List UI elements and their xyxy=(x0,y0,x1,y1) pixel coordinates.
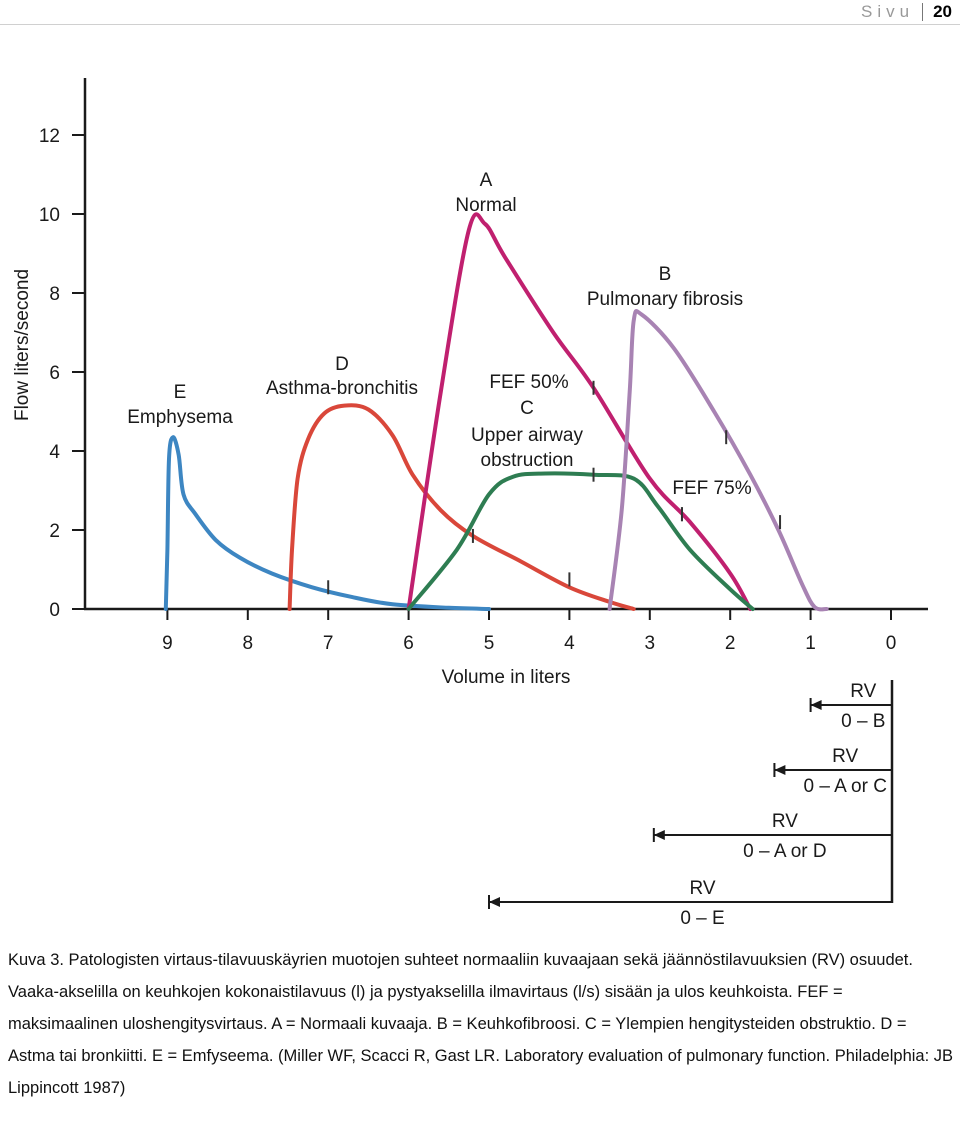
series-label-b: B xyxy=(659,264,672,285)
x-tick-label: 6 xyxy=(403,633,414,654)
series-line-b xyxy=(607,309,829,612)
rv-label: RV xyxy=(832,746,858,767)
x-tick-label: 1 xyxy=(805,633,816,654)
x-tick-label: 7 xyxy=(323,633,334,654)
y-tick-label: 0 xyxy=(49,600,60,621)
rv-bar-arrowhead xyxy=(810,700,822,710)
page-number: 20 xyxy=(933,2,952,21)
sublabel-line: Upper airway xyxy=(471,425,583,446)
rv-range-label: 0 – E xyxy=(680,908,724,929)
series-sublabel-e: Emphysema xyxy=(127,407,233,428)
figure-caption: Kuva 3. Patologisten virtaus-tilavuuskäy… xyxy=(8,951,954,1097)
page-word: Sivu xyxy=(861,2,915,21)
header-divider xyxy=(0,24,960,25)
series-sublabel-c: Upper airway obstruction xyxy=(471,425,583,471)
series-line-e xyxy=(163,435,491,611)
series-line-d xyxy=(287,403,636,611)
series-label-a: A xyxy=(480,170,493,191)
y-tick-label: 12 xyxy=(39,126,60,147)
annotation-fef75: FEF 75% xyxy=(672,478,751,499)
series-sublabel-a: Normal xyxy=(455,195,516,216)
series-sublabel-d: Asthma-bronchitis xyxy=(266,378,418,399)
page-header: Sivu 20 xyxy=(861,0,952,24)
rv-range-label: 0 – A or D xyxy=(743,841,826,862)
rv-range-label: 0 – A or C xyxy=(803,776,886,797)
series-line-a xyxy=(406,212,753,611)
x-tick-label: 4 xyxy=(564,633,575,654)
series-layer xyxy=(163,212,829,612)
y-tick-label: 2 xyxy=(49,521,60,542)
series-label-e: E xyxy=(174,382,187,403)
x-tick-label: 2 xyxy=(725,633,736,654)
annotation-fef50: FEF 50% xyxy=(489,372,568,393)
series-label-c: C xyxy=(520,398,534,419)
series-label-d: D xyxy=(335,354,349,375)
y-tick-label: 6 xyxy=(49,363,60,384)
rv-label: RV xyxy=(772,811,798,832)
y-tick-label: 10 xyxy=(39,205,60,226)
x-axis-label: Volume in liters xyxy=(442,667,571,688)
rv-range-label: 0 – B xyxy=(841,711,885,732)
rv-bar-arrowhead xyxy=(774,765,786,775)
rv-label: RV xyxy=(689,878,715,899)
x-tick-label: 8 xyxy=(243,633,254,654)
labels-layer: Flow liters/second Volume in liters E Em… xyxy=(12,170,752,688)
rv-label: RV xyxy=(850,681,876,702)
y-tick-label: 4 xyxy=(49,442,60,463)
x-tick-label: 9 xyxy=(162,633,173,654)
x-tick-label: 5 xyxy=(484,633,495,654)
y-axis-label: Flow liters/second xyxy=(12,269,33,421)
page-separator xyxy=(922,3,924,21)
sublabel-line: obstruction xyxy=(481,450,574,471)
x-tick-label: 0 xyxy=(886,633,897,654)
rv-bar-arrowhead xyxy=(489,897,500,907)
y-tick-label: 8 xyxy=(49,284,60,305)
x-tick-label: 3 xyxy=(645,633,656,654)
rv-bar-arrowhead xyxy=(653,830,665,840)
series-sublabel-b: Pulmonary fibrosis xyxy=(587,289,743,310)
